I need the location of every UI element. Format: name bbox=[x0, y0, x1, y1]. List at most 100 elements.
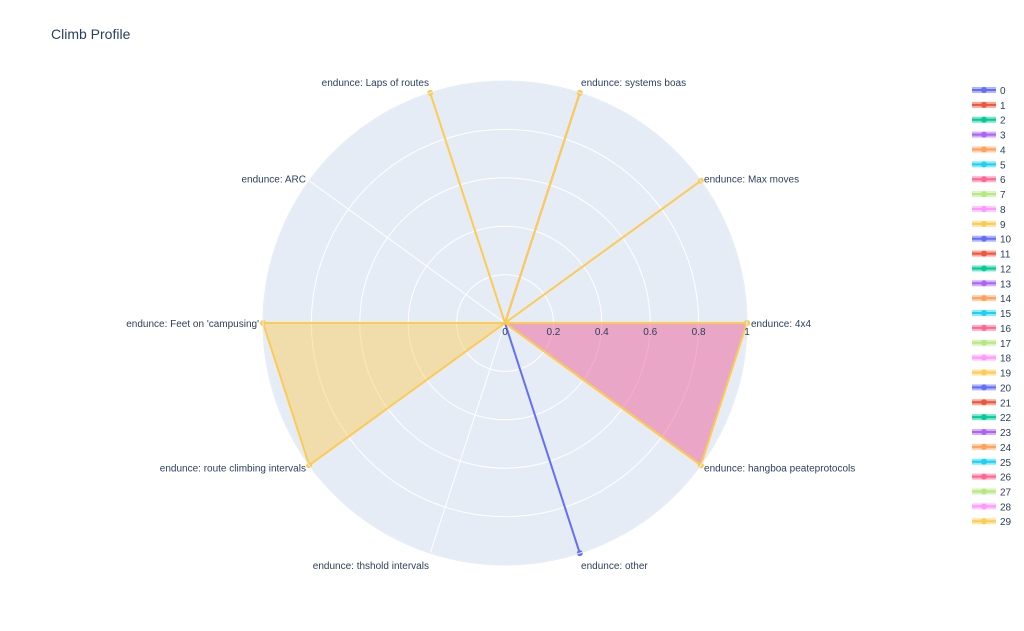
legend-item[interactable]: 16 bbox=[972, 324, 1012, 335]
legend-label: 7 bbox=[1000, 190, 1006, 201]
legend-item[interactable]: 26 bbox=[972, 473, 1012, 484]
legend-item[interactable]: 15 bbox=[972, 309, 1012, 320]
legend-marker bbox=[981, 458, 987, 465]
legend-marker bbox=[981, 414, 987, 421]
legend-label: 15 bbox=[1000, 309, 1012, 320]
legend-label: 29 bbox=[1000, 517, 1012, 528]
legend-item[interactable]: 25 bbox=[972, 458, 1012, 469]
legend-label: 25 bbox=[1000, 458, 1012, 469]
legend-label: 22 bbox=[1000, 413, 1012, 424]
legend-label: 28 bbox=[1000, 502, 1012, 513]
legend-item[interactable]: 8 bbox=[972, 205, 1006, 216]
legend-item[interactable]: 6 bbox=[972, 175, 1006, 186]
legend-item[interactable]: 28 bbox=[972, 502, 1012, 513]
legend-marker bbox=[981, 339, 987, 346]
legend-item[interactable]: 2 bbox=[972, 116, 1006, 127]
chart-title: Climb Profile bbox=[51, 26, 131, 42]
legend-label: 11 bbox=[1000, 250, 1011, 261]
legend-item[interactable]: 18 bbox=[972, 354, 1012, 365]
radial-tick-label: 0 bbox=[502, 327, 508, 338]
legend-label: 6 bbox=[1000, 175, 1006, 186]
legend-marker bbox=[981, 87, 987, 93]
legend-item[interactable]: 17 bbox=[972, 339, 1012, 350]
legend-label: 26 bbox=[1000, 473, 1012, 484]
legend-marker bbox=[981, 324, 987, 331]
legend-marker bbox=[981, 280, 987, 287]
legend: 0123456789101112131415161718192021222324… bbox=[972, 86, 1012, 528]
angular-grid-line bbox=[429, 322, 506, 554]
legend-item[interactable]: 19 bbox=[972, 369, 1012, 380]
category-label: endunce: thshold intervals bbox=[313, 561, 429, 572]
radial-tick-label: 0.8 bbox=[692, 327, 706, 338]
legend-marker bbox=[981, 518, 987, 525]
angular-grid-line bbox=[308, 180, 506, 324]
legend-marker bbox=[981, 443, 987, 450]
legend-marker bbox=[981, 161, 987, 168]
legend-item[interactable]: 12 bbox=[972, 264, 1012, 275]
legend-item[interactable]: 14 bbox=[972, 294, 1012, 305]
legend-marker bbox=[981, 488, 987, 495]
legend-marker bbox=[981, 369, 987, 376]
legend-label: 24 bbox=[1000, 443, 1012, 454]
legend-marker bbox=[981, 295, 987, 302]
legend-item[interactable]: 0 bbox=[972, 86, 1006, 97]
legend-item[interactable]: 22 bbox=[972, 413, 1012, 424]
legend-item[interactable]: 23 bbox=[972, 428, 1012, 439]
legend-marker bbox=[981, 101, 987, 108]
legend-label: 12 bbox=[1000, 264, 1012, 275]
legend-item[interactable]: 4 bbox=[972, 145, 1006, 156]
category-label: endunce: Feet on 'campusing' bbox=[126, 319, 259, 330]
legend-label: 13 bbox=[1000, 279, 1012, 290]
legend-item[interactable]: 20 bbox=[972, 383, 1012, 394]
legend-label: 2 bbox=[1000, 116, 1006, 127]
legend-marker bbox=[981, 220, 987, 227]
legend-label: 4 bbox=[1000, 145, 1006, 156]
legend-item[interactable]: 24 bbox=[972, 443, 1012, 454]
legend-item[interactable]: 10 bbox=[972, 235, 1012, 246]
category-label: endunce: route climbing intervals bbox=[160, 464, 306, 475]
legend-item[interactable]: 3 bbox=[972, 131, 1006, 142]
radial-tick-label: 0.6 bbox=[643, 327, 657, 338]
legend-marker bbox=[981, 399, 987, 406]
legend-label: 10 bbox=[1000, 235, 1012, 246]
legend-item[interactable]: 7 bbox=[972, 190, 1006, 201]
legend-marker bbox=[981, 503, 987, 510]
legend-marker bbox=[981, 250, 987, 257]
legend-item[interactable]: 11 bbox=[972, 250, 1011, 261]
legend-label: 1 bbox=[1000, 101, 1006, 112]
category-label: endunce: ARC bbox=[241, 174, 306, 185]
legend-label: 19 bbox=[1000, 369, 1012, 380]
legend-item[interactable]: 29 bbox=[972, 517, 1012, 528]
legend-marker bbox=[981, 116, 987, 123]
legend-marker bbox=[981, 265, 987, 272]
category-label: endunce: systems boas bbox=[581, 78, 686, 89]
legend-label: 16 bbox=[1000, 324, 1012, 335]
legend-item[interactable]: 5 bbox=[972, 160, 1006, 171]
legend-item[interactable]: 9 bbox=[972, 220, 1006, 231]
legend-marker bbox=[981, 429, 987, 436]
legend-label: 14 bbox=[1000, 294, 1012, 305]
legend-marker bbox=[981, 310, 987, 317]
legend-label: 0 bbox=[1000, 86, 1006, 97]
legend-label: 9 bbox=[1000, 220, 1006, 231]
legend-item[interactable]: 1 bbox=[972, 101, 1006, 112]
legend-label: 21 bbox=[1000, 398, 1012, 409]
polar-border bbox=[262, 80, 748, 566]
category-label: endunce: 4x4 bbox=[751, 319, 811, 330]
legend-marker bbox=[981, 176, 987, 183]
legend-item[interactable]: 13 bbox=[972, 279, 1012, 290]
legend-marker bbox=[981, 473, 987, 480]
legend-label: 8 bbox=[1000, 205, 1006, 216]
radial-tick-label: 1 bbox=[744, 327, 750, 338]
radial-tick-label: 0.2 bbox=[546, 327, 560, 338]
legend-item[interactable]: 27 bbox=[972, 487, 1012, 498]
legend-label: 20 bbox=[1000, 383, 1012, 394]
legend-marker bbox=[981, 131, 987, 138]
legend-label: 18 bbox=[1000, 354, 1012, 365]
radial-tick-label: 0.4 bbox=[595, 327, 609, 338]
category-label: endunce: Max moves bbox=[704, 174, 799, 185]
legend-item[interactable]: 21 bbox=[972, 398, 1012, 409]
legend-label: 5 bbox=[1000, 160, 1006, 171]
category-label: endunce: Laps of routes bbox=[322, 78, 429, 89]
